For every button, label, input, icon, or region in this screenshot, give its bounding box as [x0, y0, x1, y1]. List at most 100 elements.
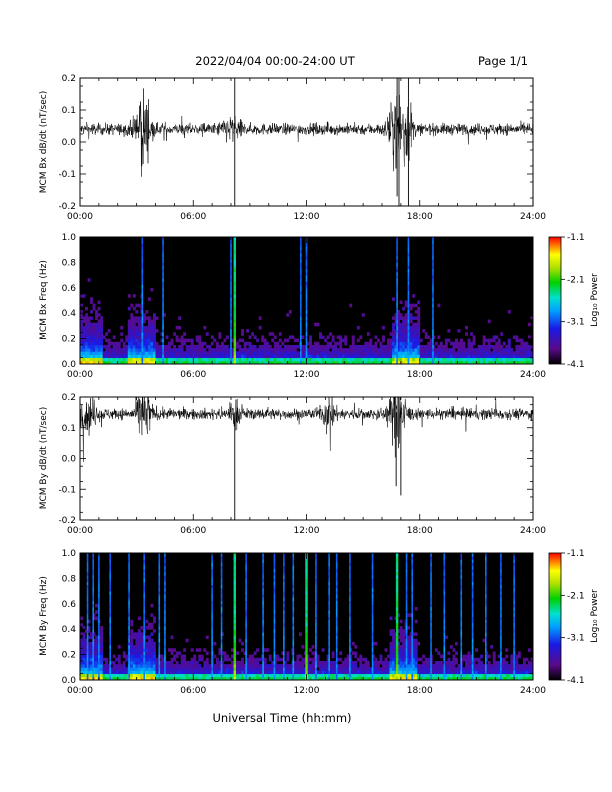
spectral-line — [335, 664, 338, 668]
spectral-line — [158, 648, 161, 652]
heatmap-cell — [145, 619, 149, 624]
spectral-line — [432, 243, 434, 247]
spectral-line — [292, 603, 295, 608]
heatmap-cell — [100, 638, 104, 643]
heatmap-cell — [236, 360, 239, 365]
spectral-line — [220, 568, 223, 573]
heatmap-cell — [457, 348, 461, 352]
heatmap-cell — [467, 660, 471, 665]
spectral-line — [158, 673, 161, 678]
heatmap-cell — [160, 676, 164, 681]
spectral-line — [432, 278, 434, 282]
heatmap-cell — [382, 351, 385, 355]
spectral-line — [335, 654, 338, 659]
heatmap-cell — [117, 676, 121, 681]
spectral-line — [245, 581, 247, 586]
heatmap-cell — [87, 670, 91, 675]
spectral-line — [460, 648, 463, 652]
heatmap-cell — [460, 341, 463, 346]
heatmap-cell — [351, 670, 355, 675]
heatmap-cell — [258, 664, 262, 668]
heatmap-cell — [82, 660, 86, 665]
heatmap-cell — [336, 670, 340, 675]
heatmap-cell — [87, 357, 91, 362]
heatmap-cell — [495, 673, 499, 678]
heatmap-cell — [419, 348, 423, 352]
spectral-line — [485, 562, 487, 567]
spectral-line-strong — [233, 357, 236, 362]
heatmap-cell — [80, 360, 83, 365]
spectral-line — [432, 290, 434, 295]
spectral-line — [396, 237, 398, 241]
spectral-line — [485, 673, 487, 678]
spectral-line — [407, 287, 410, 292]
spectral-line — [245, 553, 247, 557]
heatmap-cell — [366, 667, 370, 671]
heatmap-cell — [480, 670, 484, 675]
heatmap-cell — [85, 651, 88, 655]
spectral-line — [328, 619, 330, 624]
heatmap-cell — [402, 657, 406, 662]
heatmap-cell — [412, 348, 416, 352]
heatmap-cell — [82, 626, 86, 630]
heatmap-cell — [316, 676, 320, 681]
spectral-line — [396, 351, 398, 355]
spectral-line — [220, 591, 223, 595]
heatmap-cell — [188, 673, 192, 678]
heatmap-cell — [127, 354, 131, 359]
heatmap-cell — [472, 351, 476, 355]
heatmap-cell — [412, 651, 416, 655]
heatmap-cell — [477, 660, 481, 665]
heatmap-cell — [384, 670, 388, 675]
heatmap-cell — [394, 360, 398, 365]
spectral-line-strong — [233, 332, 236, 336]
heatmap-cell — [505, 648, 509, 652]
spectral-line — [430, 565, 432, 570]
heatmap-cell — [115, 673, 119, 678]
heatmap-cell — [100, 319, 104, 324]
heatmap-cell — [158, 354, 161, 359]
heatmap-cell — [205, 360, 209, 365]
spectral-line — [86, 600, 89, 605]
heatmap-cell — [359, 348, 363, 352]
heatmap-cell — [276, 667, 280, 671]
spectral-line-strong — [233, 319, 236, 324]
spectral-line — [143, 641, 145, 646]
spectral-line — [485, 670, 487, 675]
heatmap-cell — [505, 354, 509, 359]
heatmap-cell — [200, 341, 204, 346]
heatmap-cell — [105, 338, 109, 343]
spectral-line — [500, 572, 502, 576]
heatmap-cell — [180, 676, 184, 681]
spectral-line — [430, 581, 432, 586]
heatmap-cell — [120, 348, 124, 352]
heatmap-cell — [85, 629, 88, 633]
heatmap-cell — [444, 660, 448, 665]
heatmap-cell — [434, 351, 438, 355]
spectral-line — [86, 603, 89, 608]
heatmap-cell — [349, 667, 353, 671]
heatmap-cell — [311, 348, 315, 352]
heatmap-cell — [439, 348, 443, 352]
spectral-line — [485, 553, 487, 557]
heatmap-cell — [382, 670, 385, 675]
spectral-line — [407, 316, 410, 320]
spectral-line — [500, 660, 502, 665]
spectral-line — [432, 335, 434, 339]
spectral-line — [485, 578, 487, 582]
spectral-line — [141, 360, 144, 365]
heatmap-cell — [100, 632, 104, 636]
heatmap-cell — [487, 664, 491, 668]
spectral-line — [443, 645, 446, 649]
heatmap-cell — [168, 673, 171, 678]
heatmap-cell — [482, 351, 486, 355]
spectral-line — [432, 271, 434, 276]
spectral-line — [230, 275, 232, 279]
heatmap-cell — [314, 341, 317, 346]
heatmap-cell — [520, 676, 524, 681]
heatmap-cell — [500, 360, 504, 365]
heatmap-cell — [90, 657, 93, 662]
heatmap-cell — [387, 348, 390, 352]
heatmap-cell — [132, 360, 136, 365]
spectral-line — [98, 673, 100, 678]
